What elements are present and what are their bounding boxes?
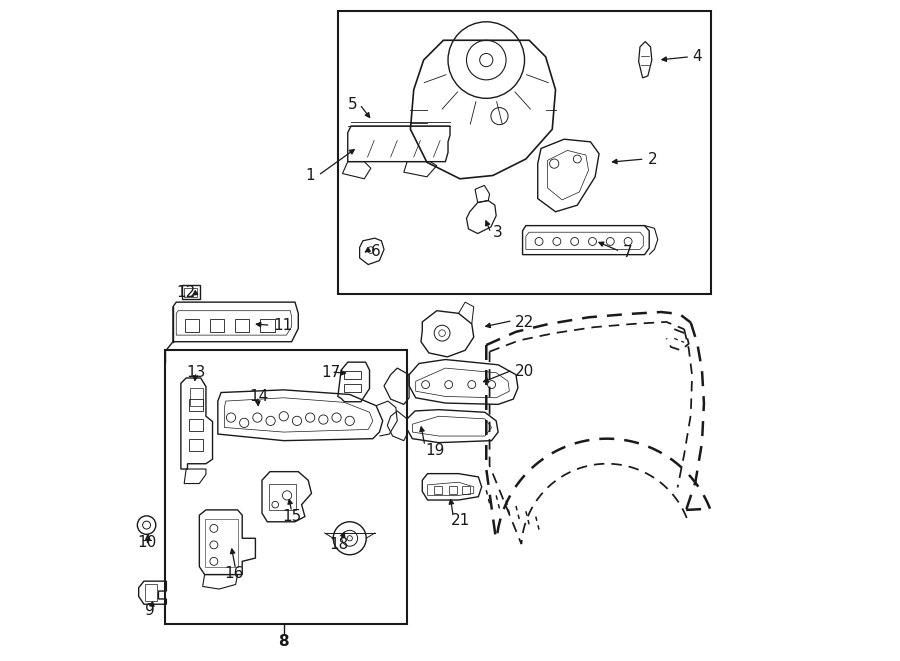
Text: 9: 9 bbox=[145, 603, 155, 618]
Text: 12: 12 bbox=[176, 285, 195, 299]
Bar bbox=[189, 439, 203, 451]
Bar bbox=[434, 486, 442, 494]
Text: 8: 8 bbox=[278, 635, 289, 649]
Bar bbox=[268, 484, 296, 510]
Bar bbox=[260, 319, 274, 332]
Bar bbox=[165, 350, 407, 624]
Text: 16: 16 bbox=[224, 566, 243, 581]
Bar bbox=[235, 319, 249, 332]
Bar bbox=[184, 319, 199, 332]
Text: 1: 1 bbox=[305, 168, 315, 183]
Bar bbox=[449, 486, 456, 494]
Text: 13: 13 bbox=[186, 365, 205, 379]
Text: 15: 15 bbox=[282, 509, 302, 524]
Bar bbox=[210, 319, 224, 332]
Text: 10: 10 bbox=[137, 535, 157, 551]
Text: 5: 5 bbox=[348, 97, 357, 112]
Text: 19: 19 bbox=[425, 443, 445, 458]
Bar bbox=[338, 11, 710, 294]
Bar bbox=[190, 388, 203, 407]
Bar bbox=[145, 584, 158, 601]
Text: 6: 6 bbox=[371, 244, 381, 259]
Text: 4: 4 bbox=[693, 50, 702, 64]
Text: 2: 2 bbox=[648, 151, 658, 167]
Text: 21: 21 bbox=[451, 513, 471, 528]
Text: 7: 7 bbox=[623, 245, 633, 260]
Bar bbox=[345, 371, 361, 379]
Text: 14: 14 bbox=[248, 389, 268, 404]
Text: 18: 18 bbox=[329, 537, 349, 553]
Text: 20: 20 bbox=[515, 364, 534, 379]
Bar bbox=[204, 519, 238, 566]
Bar bbox=[184, 288, 197, 297]
Bar bbox=[462, 486, 470, 494]
Text: 11: 11 bbox=[274, 318, 292, 332]
Bar bbox=[189, 419, 203, 431]
Bar bbox=[345, 384, 361, 392]
Bar bbox=[182, 285, 200, 299]
Text: 17: 17 bbox=[321, 365, 340, 379]
Text: 3: 3 bbox=[493, 225, 502, 241]
Bar bbox=[189, 399, 203, 411]
Text: 22: 22 bbox=[515, 315, 534, 330]
